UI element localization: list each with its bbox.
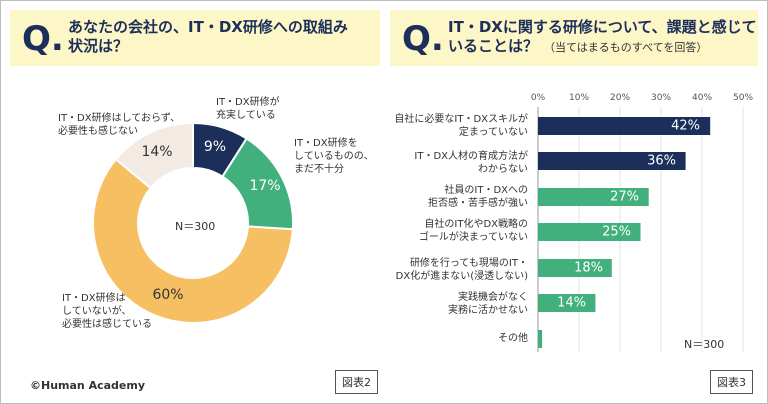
figure-tag-2: 図表2 (335, 370, 378, 394)
left-question-text: あなたの会社の、IT・DX研修への取組み 状況は？ (68, 18, 348, 56)
bar-category-1-line-1: IT・DX人材の育成方法が (414, 151, 528, 162)
pie-value-label-2: 60% (152, 287, 184, 303)
bar-category-3-line-1: 自社のIT化やDX戦略の (424, 219, 528, 230)
bar-category-4: 研修を行っても現場のIT・ DX化が進まない(浸透しない) (396, 257, 528, 283)
pie-label-1-line-1: IT・DX研修を (294, 138, 358, 149)
right-question-line-2: いることは？ （当てはまるものすべてを回答） (448, 37, 757, 57)
bar-5 (538, 294, 596, 312)
bar-category-1-line-2: わからない (478, 164, 528, 175)
bar-2 (538, 188, 649, 206)
right-question-line-2-text: いることは？ (448, 37, 539, 55)
x-tick-5: 50% (732, 93, 754, 103)
bar-4 (538, 259, 612, 277)
bar-value-label-5: 14% (557, 295, 586, 311)
pie-label-1-line-3: まだ不十分 (294, 164, 344, 175)
bar-category-1: IT・DX人材の育成方法が わからない (414, 150, 528, 176)
bar-category-3-line-2: ゴールが決まっていない (418, 232, 528, 243)
pie-label-2: IT・DX研修は していないが、 必要性は感じている (62, 292, 152, 331)
bar-value-label-4: 18% (574, 260, 603, 276)
x-tick-0: 0% (530, 93, 546, 103)
bar-value-label-1: 36% (647, 153, 676, 169)
pie-slice-3 (114, 121, 194, 190)
bar-category-0-line-2: 定まっていない (458, 127, 528, 138)
bar-value-label-0: 42% (671, 118, 700, 134)
bar-category-0-line-1: 自社に必要なIT・DXスキルが (394, 114, 528, 125)
right-question-note: （当てはまるものすべてを回答） (544, 41, 708, 54)
bar-category-5-line-2: 実務に活かせない (448, 305, 528, 316)
pie-label-3-line-1: IT・DX研修はしておらず、 (58, 113, 181, 124)
bar-1 (538, 152, 686, 170)
left-question-line-1: あなたの会社の、IT・DX研修への取組み (68, 18, 348, 36)
bar-category-4-line-2: DX化が進まない(浸透しない) (395, 271, 528, 282)
bar-category-3: 自社のIT化やDX戦略の ゴールが決まっていない (419, 218, 528, 244)
bar-category-2-line-1: 社員のIT・DXへの (444, 185, 528, 196)
bar-0 (538, 117, 711, 135)
left-question-banner: Q. あなたの会社の、IT・DX研修への取組み 状況は？ (10, 10, 380, 66)
pie-label-1: IT・DX研修を しているものの、 まだ不十分 (294, 137, 374, 176)
right-q-mark: Q. (402, 19, 444, 59)
bar-value-label-2: 27% (610, 189, 639, 205)
bar-category-2: 社員のIT・DXへの 拒否感・苦手感が強い (428, 184, 528, 210)
bar-6 (538, 330, 543, 348)
bar-category-6-line-1: その他 (498, 333, 528, 344)
pie-label-3-line-2: 必要性も感じない (58, 126, 138, 137)
bar-category-5-line-1: 実践機会がなく (458, 292, 528, 303)
pie-sample-size: N＝300 (175, 220, 216, 233)
pie-label-1-line-2: しているものの、 (294, 151, 374, 162)
copyright: ©Human Academy (30, 379, 146, 392)
pie-value-label-3: 14% (141, 144, 173, 160)
bar-category-4-line-1: 研修を行っても現場のIT・ (409, 258, 528, 269)
x-tick-4: 40% (691, 93, 713, 103)
bar-category-5: 実践機会がなく 実務に活かせない (448, 291, 528, 317)
bar-sample-size: N＝300 (684, 338, 725, 351)
pie-label-0-line-1: IT・DX研修が (216, 97, 280, 108)
right-question-line-1: IT・DXに関する研修について、課題と感じて (448, 18, 757, 36)
bar-category-6: その他 (498, 332, 528, 345)
pie-label-0: IT・DX研修が 充実している (216, 96, 280, 122)
pie-value-label-0: 9% (203, 139, 227, 155)
right-question-banner: Q. IT・DXに関する研修について、課題と感じて いることは？ （当てはまるもの… (390, 10, 758, 66)
bar-category-0: 自社に必要なIT・DXスキルが 定まっていない (394, 113, 528, 139)
pie-label-2-line-1: IT・DX研修は (62, 293, 126, 304)
left-q-mark: Q. (22, 19, 64, 59)
figure-tag-3: 図表3 (710, 370, 753, 394)
pie-label-0-line-2: 充実している (216, 110, 276, 121)
bar-value-label-3: 25% (602, 224, 631, 240)
pie-value-label-1: 17% (249, 178, 281, 194)
pie-label-3: IT・DX研修はしておらず、 必要性も感じない (58, 112, 180, 138)
right-question-text: IT・DXに関する研修について、課題と感じて いることは？ （当てはまるものすべて… (448, 18, 757, 57)
pie-slice-2 (92, 157, 294, 324)
left-question-line-2: 状況は？ (68, 37, 129, 55)
x-tick-1: 10% (568, 93, 590, 103)
x-tick-2: 20% (609, 93, 631, 103)
x-tick-3: 30% (650, 93, 672, 103)
bar-3 (538, 223, 641, 241)
bar-category-2-line-2: 拒否感・苦手感が強い (428, 198, 528, 209)
pie-label-2-line-2: していないが、 (62, 306, 132, 317)
pie-label-2-line-3: 必要性は感じている (62, 319, 152, 330)
